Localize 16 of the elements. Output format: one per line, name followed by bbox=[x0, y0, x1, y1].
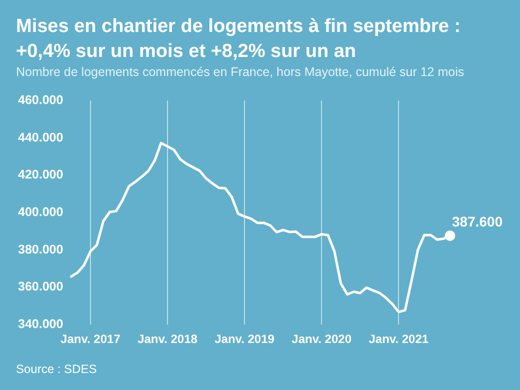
y-tick-label: 360.000 bbox=[18, 280, 64, 294]
x-tick-label: Janv. 2017 bbox=[60, 332, 121, 346]
y-tick-label: 340.000 bbox=[18, 317, 64, 332]
x-tick-label: Janv. 2018 bbox=[138, 332, 198, 346]
y-tick-label: 460.000 bbox=[18, 92, 64, 107]
y-tick-label: 380.000 bbox=[18, 242, 64, 256]
x-tick-label: Janv. 2019 bbox=[214, 332, 275, 346]
x-tick-label: Janv. 2020 bbox=[292, 332, 352, 346]
x-tick-label: Janv. 2021 bbox=[368, 332, 429, 346]
y-tick-label: 420.000 bbox=[18, 168, 64, 182]
y-tick-label: 400.000 bbox=[18, 205, 64, 220]
chart-subtitle: Nombre de logements commencés en France, hors Mayotte, cumulé sur 12 mois bbox=[16, 65, 464, 79]
chart-title: Mises en chantier de logements à fin septembre : +0,4% sur un mois et +8,2% sur un an bbox=[16, 15, 461, 64]
y-tick-label: 440.000 bbox=[18, 130, 64, 144]
source-note: Source : SDES bbox=[16, 362, 97, 376]
data-label: 387.600 bbox=[452, 214, 503, 230]
